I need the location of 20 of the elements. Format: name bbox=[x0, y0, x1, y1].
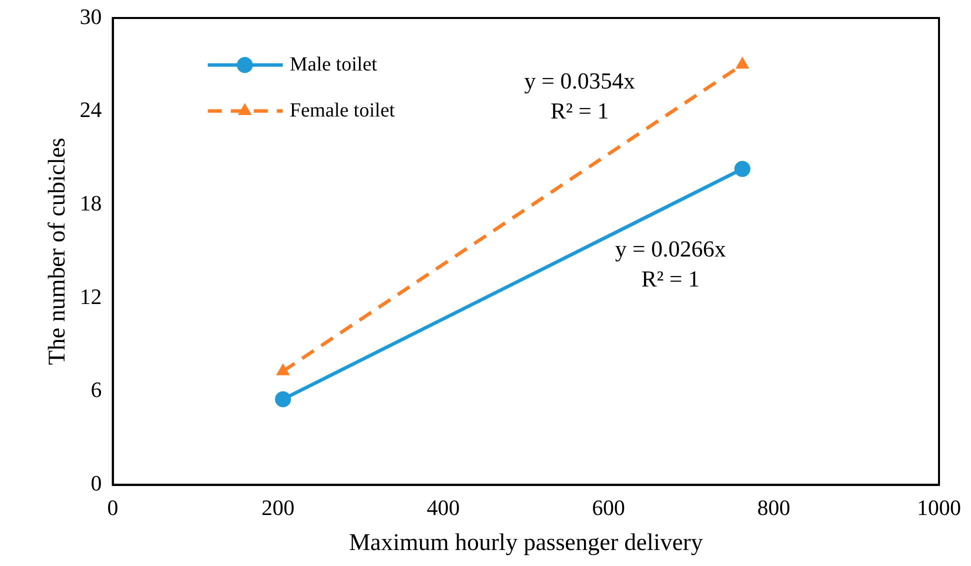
y-tick-label: 18 bbox=[80, 190, 102, 216]
y-tick-label: 24 bbox=[80, 97, 102, 122]
x-tick-label: 200 bbox=[262, 494, 295, 520]
point bbox=[734, 160, 750, 177]
x-tick-label: 1000 bbox=[917, 494, 961, 520]
annotation: y = 0.0266x R² = 1 bbox=[615, 236, 726, 292]
legend-label: Female toilet bbox=[290, 99, 396, 122]
point bbox=[274, 391, 291, 408]
y-tick-label: 0 bbox=[90, 470, 102, 496]
y-tick-label: 6 bbox=[90, 377, 102, 402]
legend-label: Male toilet bbox=[290, 53, 378, 76]
y-tick-label: 12 bbox=[80, 284, 102, 309]
annotation: y = 0.0354x R² = 1 bbox=[524, 68, 636, 124]
x-tick-label: 400 bbox=[426, 494, 460, 520]
x-tick-label: 600 bbox=[592, 494, 626, 520]
y-tick-label: 30 bbox=[80, 4, 102, 29]
x-tick-label: 800 bbox=[757, 494, 790, 520]
y-axis-title: The number of cubicles bbox=[44, 138, 71, 366]
x-tick-label: 0 bbox=[107, 494, 118, 520]
x-axis-title: Maximum hourly passenger delivery bbox=[348, 530, 703, 556]
